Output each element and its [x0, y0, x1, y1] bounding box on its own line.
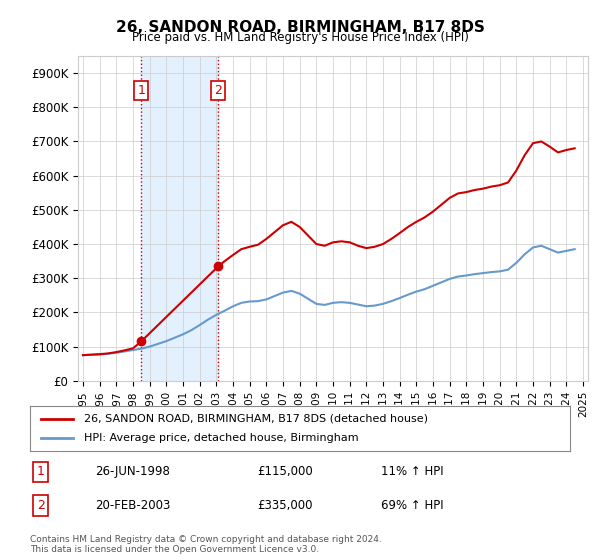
Text: HPI: Average price, detached house, Birmingham: HPI: Average price, detached house, Birm… [84, 433, 359, 444]
Text: 1: 1 [37, 465, 45, 478]
Bar [141, 56, 218, 381]
Text: 11% ↑ HPI: 11% ↑ HPI [381, 465, 443, 478]
Text: 2: 2 [214, 83, 222, 97]
Text: 26-JUN-1998: 26-JUN-1998 [95, 465, 170, 478]
Text: 69% ↑ HPI: 69% ↑ HPI [381, 499, 443, 512]
Text: Price paid vs. HM Land Registry's House Price Index (HPI): Price paid vs. HM Land Registry's House … [131, 31, 469, 44]
Text: 1: 1 [137, 83, 145, 97]
Text: 26, SANDON ROAD, BIRMINGHAM, B17 8DS (detached house): 26, SANDON ROAD, BIRMINGHAM, B17 8DS (de… [84, 413, 428, 423]
Text: Contains HM Land Registry data © Crown copyright and database right 2024.
This d: Contains HM Land Registry data © Crown c… [30, 535, 382, 554]
Text: 26, SANDON ROAD, BIRMINGHAM, B17 8DS: 26, SANDON ROAD, BIRMINGHAM, B17 8DS [116, 20, 484, 35]
Text: £335,000: £335,000 [257, 499, 312, 512]
Text: 20-FEB-2003: 20-FEB-2003 [95, 499, 170, 512]
Text: £115,000: £115,000 [257, 465, 313, 478]
Text: 2: 2 [37, 499, 45, 512]
